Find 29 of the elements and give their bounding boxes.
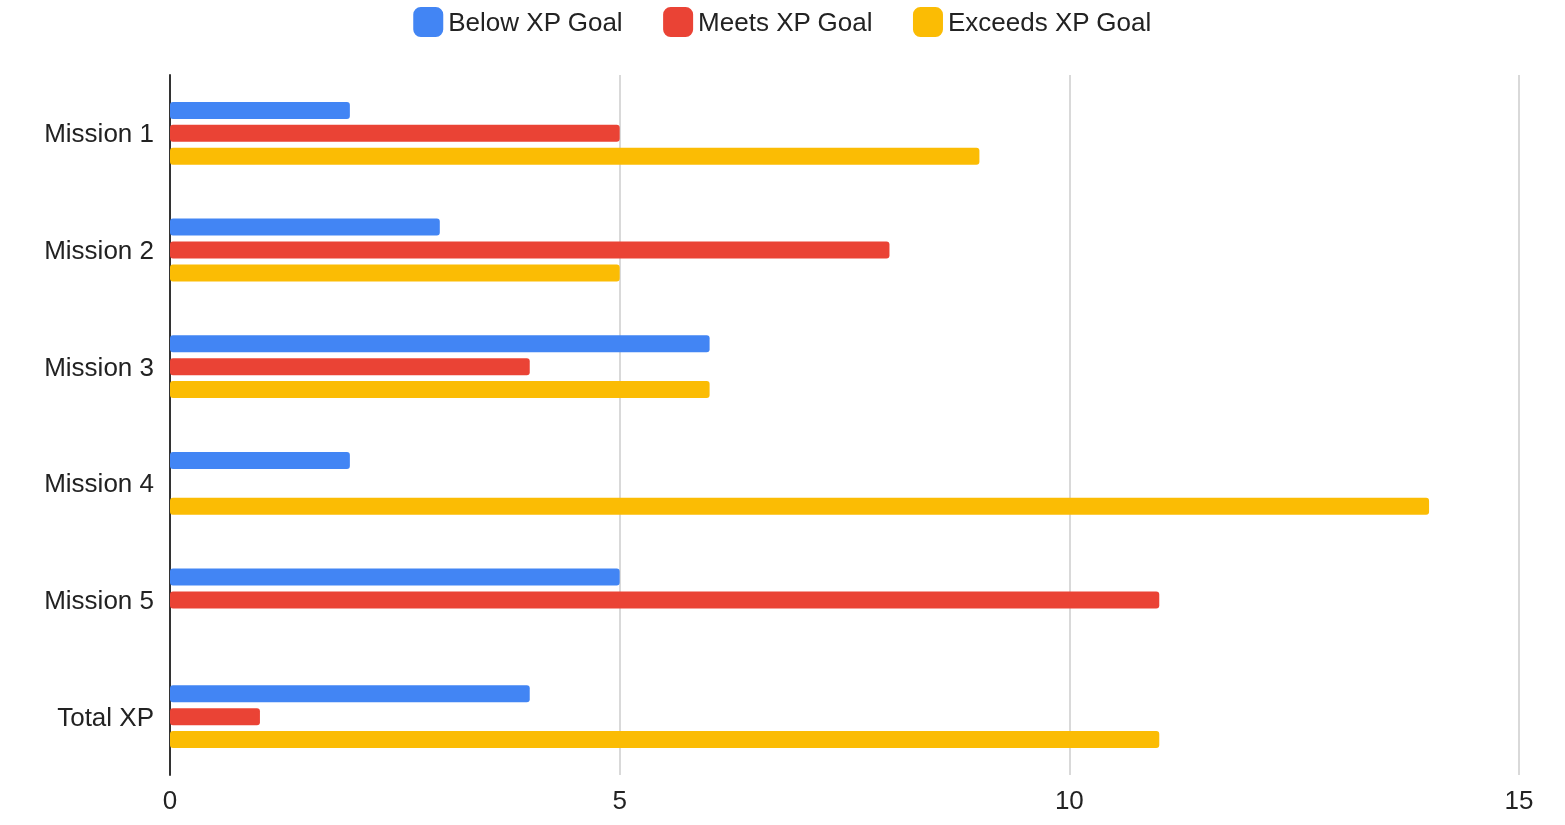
bar: [170, 708, 260, 726]
bar: [170, 591, 1160, 609]
bar: [170, 451, 350, 469]
bar: [170, 497, 1430, 515]
bar: [170, 568, 620, 586]
y-tick-label: Mission 5: [44, 585, 154, 615]
legend-label: Below XP Goal: [448, 7, 623, 37]
bar: [170, 685, 530, 703]
legend-label: Meets XP Goal: [698, 7, 873, 37]
bar: [170, 241, 890, 259]
bar: [170, 335, 710, 353]
x-tick-label: 10: [1054, 785, 1084, 815]
y-tick-label: Mission 2: [44, 235, 154, 265]
y-tick-label: Mission 1: [44, 118, 154, 149]
legend-label: Exceeds XP Goal: [947, 7, 1152, 37]
bar: [170, 731, 1160, 749]
x-tick-label: 15: [1504, 785, 1534, 815]
bar: [170, 101, 350, 119]
y-tick-label: Mission 4: [44, 468, 154, 499]
x-tick-label: 0: [162, 785, 178, 815]
x-tick-label: 5: [612, 785, 627, 815]
bar: [170, 358, 530, 376]
bar: [170, 218, 440, 236]
y-tick-label: Mission 3: [44, 351, 154, 382]
bar: [170, 381, 710, 399]
bar: [170, 147, 980, 165]
bar: [170, 264, 620, 282]
bar: [170, 124, 620, 142]
y-tick-label: Total XP: [57, 701, 154, 732]
